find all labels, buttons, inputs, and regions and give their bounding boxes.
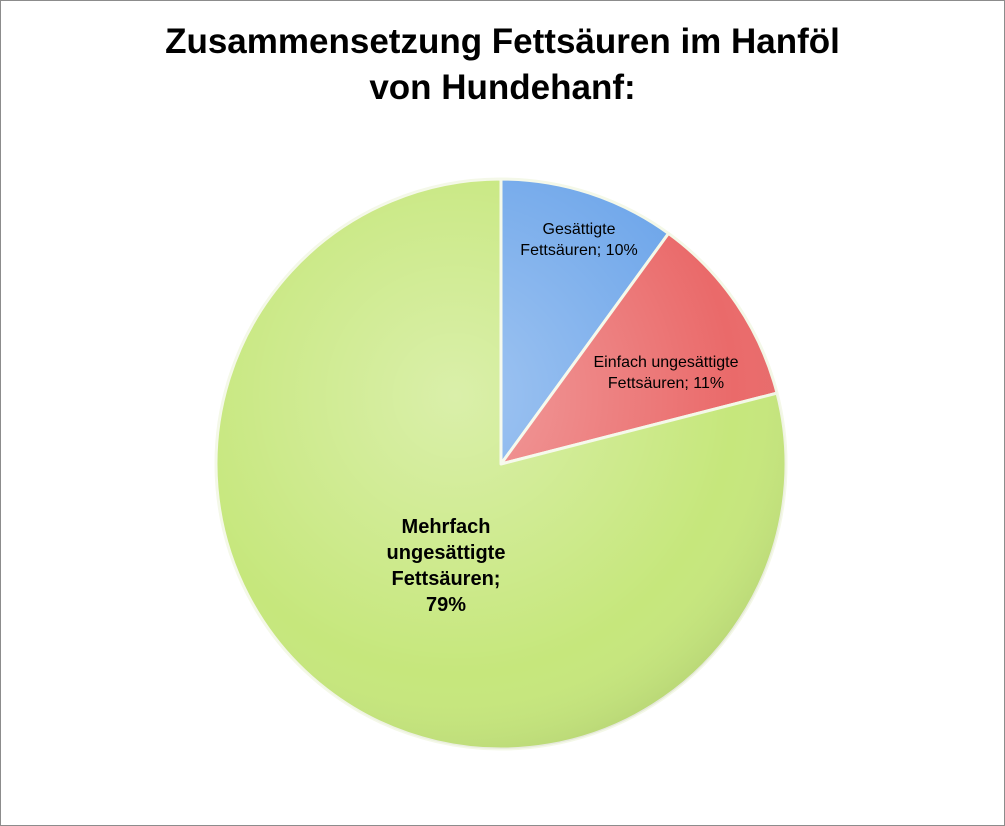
data-label: Gesättigte Fettsäuren; 10% bbox=[520, 221, 638, 259]
chart-title: Zusammensetzung Fettsäuren im Hanföl von… bbox=[165, 22, 840, 107]
data-label: Mehrfach ungesättigte Fettsäuren; 79% bbox=[386, 516, 506, 616]
data-label: Einfach ungesättigte Fettsäuren; 11% bbox=[593, 354, 739, 392]
